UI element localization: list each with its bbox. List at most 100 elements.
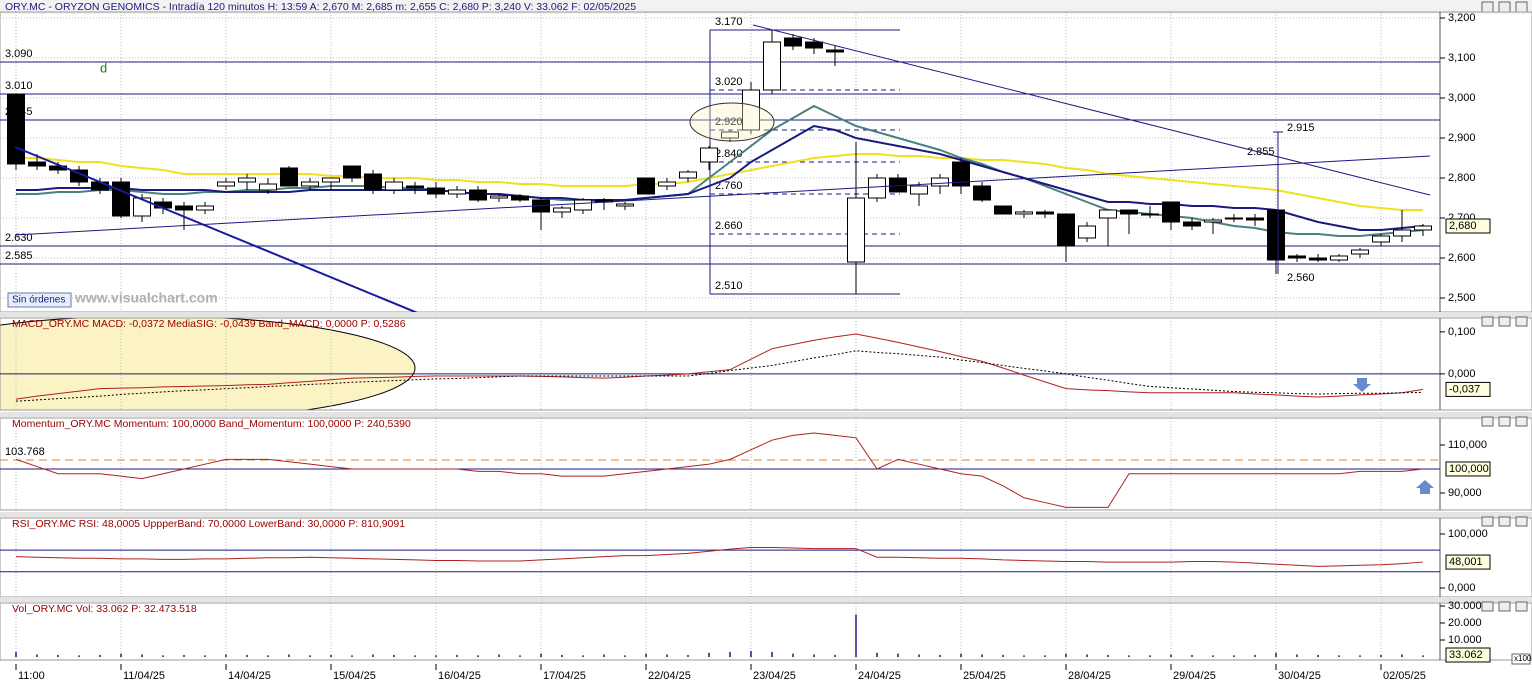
y-tick-label: 2,500 xyxy=(1448,292,1476,304)
candle-body xyxy=(700,147,718,163)
x-tick-label: 29/04/25 xyxy=(1173,670,1216,682)
panel-separator xyxy=(0,312,1532,317)
candle-body xyxy=(427,187,445,195)
candle-body xyxy=(805,41,823,49)
panel-separator xyxy=(0,512,1532,517)
panel-button[interactable] xyxy=(1498,416,1511,427)
y-tick-label: 3,200 xyxy=(1448,12,1476,24)
panel-button[interactable] xyxy=(1515,516,1528,527)
panel-button[interactable] xyxy=(1481,316,1494,327)
x-tick-label: 02/05/25 xyxy=(1383,670,1426,682)
panel-button[interactable] xyxy=(1498,316,1511,327)
candle-body xyxy=(1057,213,1075,247)
y-tick-label: 0,000 xyxy=(1448,368,1476,380)
candle-body xyxy=(1330,255,1348,261)
candle-body xyxy=(1141,213,1159,216)
x-tick-label: 28/04/25 xyxy=(1068,670,1111,682)
candle-body xyxy=(952,161,970,187)
panel-button[interactable] xyxy=(1498,516,1511,527)
candle-body xyxy=(1120,209,1138,215)
panel-separator xyxy=(0,597,1532,602)
candle-body xyxy=(1015,211,1033,215)
candle-body xyxy=(469,189,487,201)
panel-title: MACD_ORY.MC MACD: -0,0372 MediaSIG: -0,0… xyxy=(12,318,406,330)
candle-body xyxy=(931,177,949,187)
x-tick-label: 11:00 xyxy=(18,670,45,682)
last-value-label: 33.062 xyxy=(1449,649,1483,661)
candle-body xyxy=(448,189,466,195)
minimize-button[interactable] xyxy=(1481,1,1494,13)
y-tick-label: 3,100 xyxy=(1448,52,1476,64)
panel-button[interactable] xyxy=(1515,316,1528,327)
panel-button[interactable] xyxy=(1515,601,1528,612)
x-tick-label: 17/04/25 xyxy=(543,670,586,682)
candle-body xyxy=(637,177,655,195)
plot-layer: 11:00 11/04/25 14/04/25 15/04/25 16/04/25 17/… xyxy=(0,11,1532,682)
candle-body xyxy=(763,41,781,91)
candle-body xyxy=(217,181,235,187)
panel-button[interactable] xyxy=(1481,601,1494,612)
annotation-label: 2.855 xyxy=(1247,146,1275,158)
candle-body xyxy=(1246,217,1264,221)
panel-button[interactable] xyxy=(1515,416,1528,427)
last-value-box xyxy=(1445,647,1491,663)
candle-body xyxy=(679,171,697,179)
fib-label: 2.760 xyxy=(715,180,743,192)
candle-body xyxy=(973,185,991,201)
candle-body xyxy=(826,49,844,53)
fib-label: 3.020 xyxy=(715,76,743,88)
x-tick-label: 24/04/25 xyxy=(858,670,901,682)
panel-button[interactable] xyxy=(1481,416,1494,427)
close-button[interactable] xyxy=(1515,1,1528,13)
candle-body xyxy=(1099,209,1117,219)
fib-label: 2.510 xyxy=(715,280,743,292)
candle-body xyxy=(1288,255,1306,259)
candle-body xyxy=(910,185,928,195)
candle-body xyxy=(1309,257,1327,261)
panel-title: RSI_ORY.MC RSI: 48,0005 UppperBand: 70,0… xyxy=(12,518,405,530)
panel-button[interactable] xyxy=(1498,601,1511,612)
last-value-label: 2,680 xyxy=(1449,220,1477,232)
candle-body xyxy=(847,197,865,263)
level-label: 3.010 xyxy=(5,80,33,92)
x-tick-label: 23/04/25 xyxy=(753,670,796,682)
panel-button[interactable] xyxy=(1481,516,1494,527)
fib-label: 3.170 xyxy=(715,16,743,28)
x-tick-label: 15/04/25 xyxy=(333,670,376,682)
y-tick-label: 2,600 xyxy=(1448,252,1476,264)
fib-label: 2.920 xyxy=(715,116,743,128)
orders-button[interactable] xyxy=(7,292,72,308)
highlight-ellipse xyxy=(689,102,775,142)
maximize-button[interactable] xyxy=(1498,1,1511,13)
candle-body xyxy=(1036,211,1054,215)
candle-body xyxy=(616,203,634,207)
candle-body xyxy=(1225,217,1243,220)
indicator-line xyxy=(15,333,1424,400)
y-tick-label: 0,100 xyxy=(1448,326,1476,338)
last-value-box xyxy=(1445,381,1491,397)
window-buttons[interactable] xyxy=(1481,1,1528,13)
candle-body xyxy=(322,177,340,183)
candle-body xyxy=(658,181,676,187)
orders-button-label[interactable]: Sin órdenes xyxy=(12,295,65,306)
candle-body xyxy=(343,165,361,179)
y-tick-label: 20.000 xyxy=(1448,617,1482,629)
moving-average xyxy=(16,124,1424,231)
candle-body xyxy=(196,205,214,211)
last-value-box xyxy=(1445,218,1491,234)
scale-note: x100 xyxy=(1514,654,1532,663)
arrow-up xyxy=(1416,480,1434,494)
trend-line xyxy=(14,146,418,312)
annotation-label: 2.915 xyxy=(1287,122,1315,134)
fib-label: 2.840 xyxy=(715,148,743,160)
annotation-label: 2.560 xyxy=(1287,272,1315,284)
panel-frame xyxy=(0,317,1532,411)
candle-body xyxy=(1204,219,1222,223)
marker-d: d xyxy=(100,60,107,75)
candle-body xyxy=(721,131,739,139)
candle-body xyxy=(133,197,151,217)
y-tick-label: 10.000 xyxy=(1448,634,1482,646)
y-tick-label: 110,000 xyxy=(1448,439,1487,451)
last-value-box xyxy=(1445,461,1491,477)
